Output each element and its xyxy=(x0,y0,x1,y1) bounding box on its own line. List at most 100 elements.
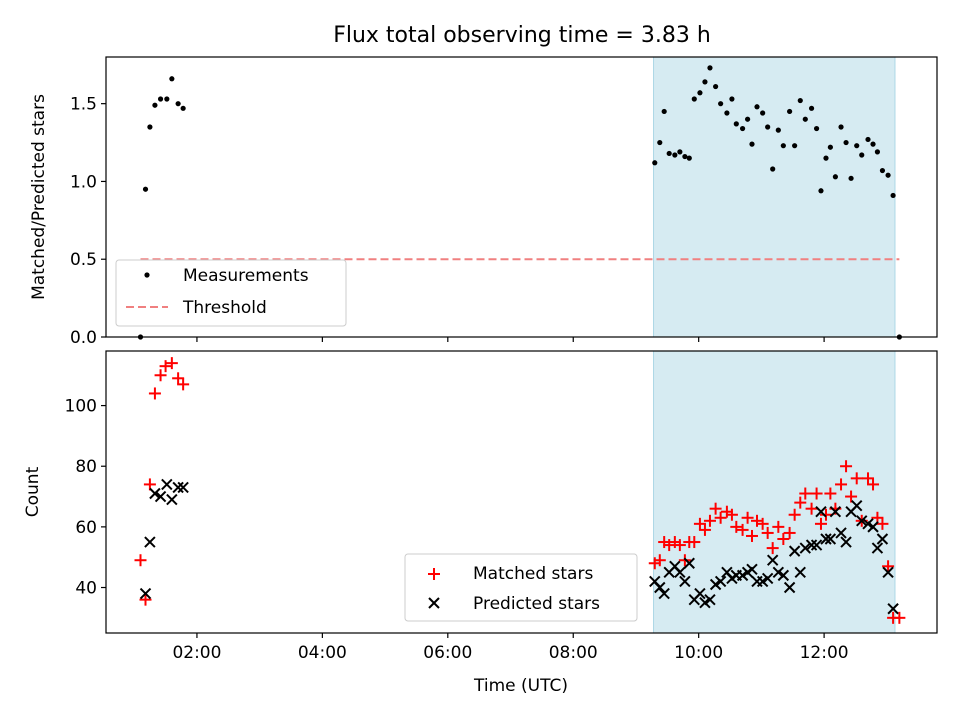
measurement-point xyxy=(827,144,833,150)
predicted-star-point xyxy=(674,566,686,579)
predicted-star-point xyxy=(788,545,801,557)
matched-star-point xyxy=(835,478,848,491)
matched-star-point xyxy=(736,523,749,536)
matched-star-point xyxy=(139,593,152,606)
matched-star-point xyxy=(159,360,172,373)
matched-star-point xyxy=(810,487,823,500)
measurement-point xyxy=(754,104,760,110)
measurement-point xyxy=(832,174,838,180)
predicted-star-point xyxy=(820,533,832,545)
predicted-star-point xyxy=(867,521,879,533)
measurement-point xyxy=(657,139,663,146)
predicted-star-point xyxy=(810,539,823,551)
measurement-point xyxy=(797,97,803,104)
measurement-point xyxy=(672,152,678,158)
matched-star-point xyxy=(653,554,666,567)
predicted-star-point xyxy=(154,490,167,503)
legend-label-matched: Matched stars xyxy=(473,564,593,584)
matched-star-point xyxy=(882,560,895,573)
measurement-point xyxy=(870,141,876,147)
matched-star-point xyxy=(805,502,818,515)
matched-star-point xyxy=(745,529,758,542)
predicted-star-point xyxy=(679,575,691,588)
measurement-point xyxy=(707,65,713,71)
predicted-star-point xyxy=(761,572,774,585)
matched-star-point xyxy=(165,357,178,370)
matched-star-point xyxy=(850,472,863,485)
predicted-star-point xyxy=(654,581,666,594)
measurement-point xyxy=(765,124,771,130)
observing-window-shade xyxy=(653,350,896,634)
predicted-star-point xyxy=(794,566,806,579)
matched-star-point xyxy=(876,517,889,530)
predicted-star-point xyxy=(161,478,173,491)
predicted-star-point xyxy=(871,542,884,554)
count-panel-ylabel: Count xyxy=(23,466,43,517)
measurement-point xyxy=(843,139,849,146)
measurement-point xyxy=(813,125,820,132)
predicted-star-point xyxy=(835,527,847,539)
measurement-point xyxy=(890,192,896,199)
ratio-panel-ylabel: Matched/Predicted stars xyxy=(29,94,49,300)
predicted-star-point xyxy=(144,536,156,548)
matched-star-point xyxy=(783,526,796,539)
matched-star-point xyxy=(867,478,880,491)
measurement-point xyxy=(770,166,776,172)
measurement-point xyxy=(677,149,683,155)
matched-star-point xyxy=(693,517,706,530)
predicted-star-point xyxy=(851,499,863,512)
measurement-point xyxy=(729,96,735,102)
legend-marker-matched xyxy=(428,568,440,580)
predicted-star-point xyxy=(887,603,899,615)
legend-label-measurements: Measurements xyxy=(183,266,309,286)
predicted-star-point xyxy=(683,557,695,569)
matched-star-point xyxy=(840,460,853,473)
measurement-point xyxy=(142,186,149,192)
measurement-point xyxy=(164,96,170,102)
matched-star-point xyxy=(772,520,785,533)
legend-label-threshold: Threshold xyxy=(182,298,267,318)
y-tick-label: 0.5 xyxy=(70,250,97,270)
ratio-legend-box xyxy=(115,259,347,327)
predicted-star-point xyxy=(746,563,758,576)
predicted-star-point xyxy=(824,533,837,545)
predicted-star-point xyxy=(658,587,670,600)
measurement-point xyxy=(702,79,708,85)
predicted-star-point xyxy=(815,506,827,518)
measurement-point xyxy=(713,83,719,90)
measurement-point xyxy=(859,152,865,158)
matched-star-point xyxy=(703,514,716,527)
predicted-star-point xyxy=(799,542,812,554)
matched-star-point xyxy=(688,536,701,549)
matched-star-point xyxy=(134,554,147,567)
y-tick-label: 100 xyxy=(65,397,97,417)
x-tick-label: 06:00 xyxy=(423,643,472,663)
y-tick-label: 1.5 xyxy=(70,95,97,115)
predicted-star-point xyxy=(177,481,189,494)
matched-star-point xyxy=(725,508,738,521)
measurement-point xyxy=(808,105,815,111)
matched-star-point xyxy=(766,542,779,555)
measurement-point xyxy=(760,110,766,116)
predicted-star-point xyxy=(882,566,894,579)
measurement-point xyxy=(879,167,886,174)
measurement-point xyxy=(749,141,755,147)
matched-star-point xyxy=(845,490,858,503)
matched-star-point xyxy=(143,478,156,491)
measurement-point xyxy=(802,116,808,122)
figure-title: Flux total observing time = 3.83 h xyxy=(333,23,711,48)
matched-star-point xyxy=(698,523,711,536)
predicted-star-point xyxy=(694,587,706,600)
ratio-panel: 0.0 0.5 1.0 1.5 Matched/Predicted stars Mea… xyxy=(29,56,938,348)
measurement-point xyxy=(686,155,692,161)
y-tick-label: 1.0 xyxy=(70,172,97,192)
matched-star-point xyxy=(799,487,812,500)
x-tick-label: 08:00 xyxy=(549,643,598,663)
predicted-star-point xyxy=(876,533,889,545)
predicted-star-point xyxy=(805,539,818,551)
measurement-point xyxy=(854,143,860,149)
matched-star-point xyxy=(756,517,769,530)
measurement-point xyxy=(718,101,724,107)
